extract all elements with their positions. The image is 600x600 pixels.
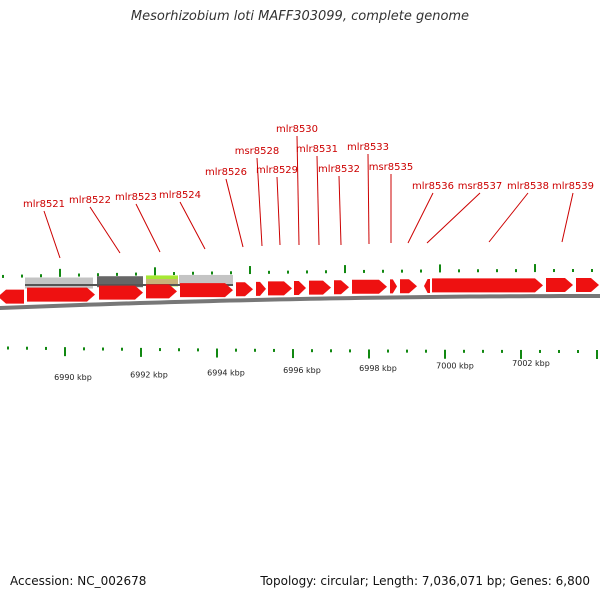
gene-arrow (432, 278, 543, 293)
upper-tick-row (2, 264, 593, 278)
gene-arrow (236, 282, 253, 297)
leader-line (256, 157, 263, 247)
leader-line (179, 201, 206, 250)
gene-label: mlr8529 (256, 165, 298, 176)
gene-arrow (146, 284, 177, 299)
gene-label: mlr8533 (347, 142, 389, 153)
feature-track-grey (25, 274, 233, 289)
gene-arrow (268, 281, 292, 296)
backbone-line (0, 294, 600, 310)
scale-label: 7002 kbp (512, 359, 550, 368)
gene-label: mlr8531 (296, 144, 338, 155)
leader-line (488, 192, 529, 243)
gene-arrow (424, 278, 430, 293)
feature-block (25, 277, 93, 289)
gene-label: msr8537 (458, 181, 503, 192)
feature-block (146, 279, 178, 284)
gene-arrow (27, 287, 95, 302)
scale-tick-row (7, 346, 598, 359)
gene-track (0, 278, 599, 304)
leader-line (225, 178, 244, 248)
gene-label: mlr8523 (115, 192, 157, 203)
genome-summary-text: Topology: circular; Length: 7,036,071 bp… (260, 574, 590, 588)
scale-label: 6998 kbp (359, 364, 397, 373)
gene-label: mlr8526 (205, 167, 247, 178)
scale-label: 6996 kbp (283, 366, 321, 375)
label-leader-lines (43, 135, 574, 259)
gene-label: mlr8536 (412, 181, 454, 192)
gene-label: msr8528 (235, 146, 280, 157)
scale-label: 6992 kbp (130, 371, 168, 380)
feature-block (179, 274, 233, 286)
gene-arrow (294, 281, 306, 295)
leader-line (43, 210, 61, 259)
gene-arrow (180, 283, 233, 298)
leader-line (561, 192, 574, 243)
gene-label: mlr8538 (507, 181, 549, 192)
gene-arrow (400, 279, 417, 294)
gene-arrow (309, 280, 331, 295)
scale-label: 6994 kbp (207, 368, 245, 377)
gene-label: mlr8524 (159, 190, 201, 201)
leader-line (338, 175, 342, 246)
feature-baseline (25, 284, 233, 286)
leader-line (296, 135, 300, 246)
leader-line (89, 206, 121, 254)
scale-label: 7000 kbp (436, 362, 474, 371)
gene-arrow (390, 279, 397, 294)
gene-label: mlr8532 (318, 164, 360, 175)
leader-line (135, 203, 161, 253)
gene-arrow (352, 279, 387, 294)
gene-label: mlr8521 (23, 199, 65, 210)
gene-label: mlr8539 (552, 181, 594, 192)
gene-arrow (0, 289, 24, 304)
leader-line (316, 155, 320, 246)
gene-label: msr8535 (369, 162, 414, 173)
genome-backbone (0, 294, 600, 310)
scale-label: 6990 kbp (54, 373, 92, 382)
leader-line (276, 176, 281, 246)
leader-line (426, 192, 481, 244)
accession-text: Accession: NC_002678 (10, 574, 147, 588)
gene-label: mlr8530 (276, 124, 318, 135)
feature-block (97, 276, 143, 288)
gene-labels: mlr8521 mlr8522 mlr8523 mlr8524 mlr8526 msr85… (23, 124, 594, 210)
gene-arrow (334, 280, 349, 295)
gene-arrow (546, 278, 573, 293)
gene-label: mlr8522 (69, 195, 111, 206)
gene-arrow (99, 285, 143, 300)
leader-line (407, 192, 434, 244)
leader-line (367, 153, 370, 245)
map-title: Mesorhizobium loti MAFF303099, complete … (130, 9, 470, 24)
gene-arrow (256, 281, 266, 296)
gene-arrow (576, 278, 599, 293)
scale-labels: 6990 kbp 6992 kbp 6994 kbp 6996 kbp 6998 kbp… (54, 359, 550, 382)
